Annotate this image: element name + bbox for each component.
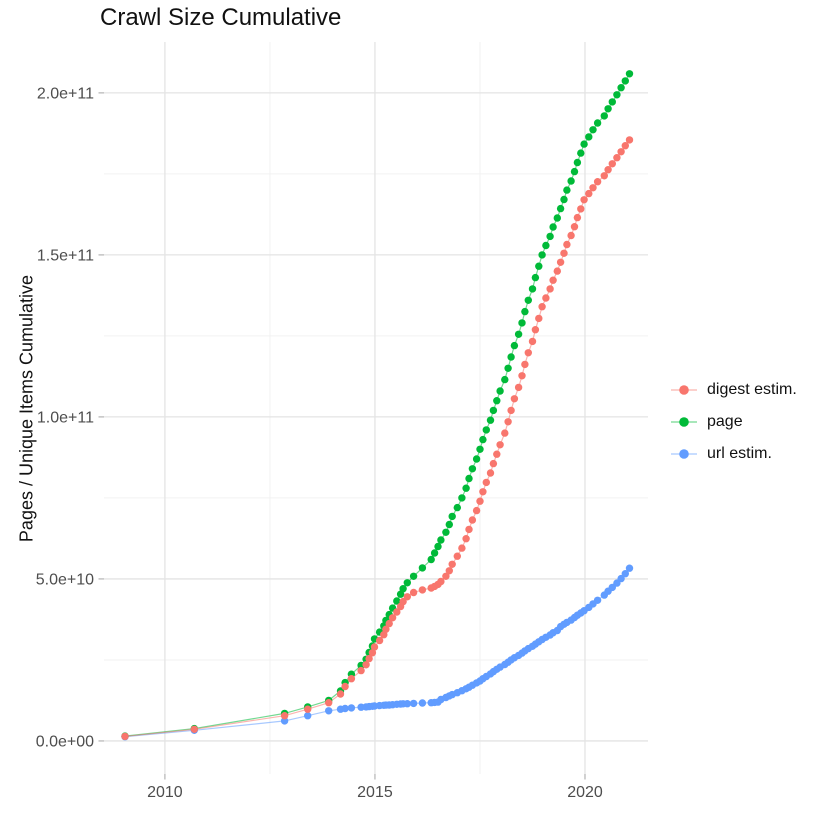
legend-key-page-icon (671, 417, 697, 427)
gridlines-major (104, 42, 648, 774)
legend-item-url: url estim. (669, 438, 797, 470)
y-tick-label: 1.5e+11 (37, 247, 94, 264)
y-axis-title: Pages / Unique Items Cumulative (16, 274, 37, 543)
x-tick-label: 2020 (567, 784, 603, 801)
x-tick-label: 2015 (357, 784, 393, 801)
series-points-urlestim (121, 564, 634, 741)
y-tick-label: 1.0e+11 (37, 409, 94, 426)
gridlines-minor (104, 42, 648, 774)
series-line-urlestim (124, 567, 630, 738)
legend: digest estim. page url estim. (669, 374, 797, 470)
legend-label-page: page (707, 413, 743, 430)
legend-label-url: url estim. (707, 445, 772, 462)
chart-title: Crawl Size Cumulative (100, 4, 342, 31)
y-tick-label: 0.0e+00 (36, 733, 94, 750)
y-tick-label: 2.0e+11 (37, 85, 94, 102)
legend-key-digest-icon (671, 385, 697, 395)
legend-item-page: page (669, 406, 797, 438)
x-tick-label: 2010 (147, 784, 183, 801)
legend-item-digest: digest estim. (669, 374, 797, 406)
axis-ticks: 2010 2015 2020 0.0e+00 5.0e+10 1.0e+11 1.5e+11… (36, 85, 603, 801)
legend-key-url-icon (671, 449, 697, 459)
y-tick-label: 5.0e+10 (36, 571, 94, 588)
legend-label-digest: digest estim. (707, 381, 797, 398)
series-points-digestestim (121, 136, 634, 741)
